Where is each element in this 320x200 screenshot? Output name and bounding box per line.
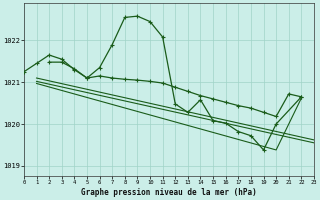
X-axis label: Graphe pression niveau de la mer (hPa): Graphe pression niveau de la mer (hPa) (81, 188, 257, 197)
